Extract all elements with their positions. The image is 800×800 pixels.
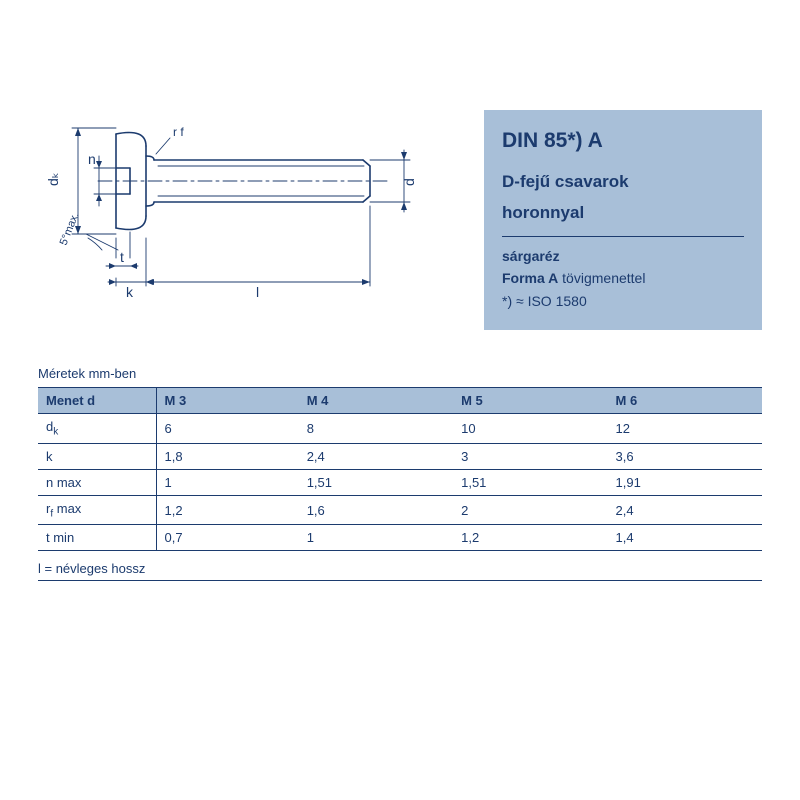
cell: 2,4 (608, 495, 762, 525)
cell: 1,51 (453, 469, 607, 495)
table-row: dk681012 (38, 414, 762, 444)
cell: 1,51 (299, 469, 453, 495)
cell: 12 (608, 414, 762, 444)
col-header-param: Menet d (38, 388, 156, 414)
col-header-size: M 4 (299, 388, 453, 414)
cell: 1,6 (299, 495, 453, 525)
row-label: rf max (38, 495, 156, 525)
cell: 8 (299, 414, 453, 444)
cell: 1,91 (608, 469, 762, 495)
info-panel: DIN 85*) A D-fejű csavarok horonnyal sár… (484, 110, 762, 330)
cell: 0,7 (156, 525, 299, 551)
cell: 1,4 (608, 525, 762, 551)
forma-text: tövigmenettel (558, 270, 645, 286)
row-label: k (38, 443, 156, 469)
title-line1: D-fejű csavarok (502, 168, 744, 195)
col-header-size: M 5 (453, 388, 607, 414)
dim-n: n (88, 151, 96, 167)
table-row: k1,82,433,6 (38, 443, 762, 469)
footnote: l = névleges hossz (38, 561, 762, 576)
dim-rf: r f (173, 125, 184, 139)
cell: 1,2 (156, 495, 299, 525)
table-row: t min0,711,21,4 (38, 525, 762, 551)
dim-l: l (256, 284, 259, 300)
screw-diagram: dₖ n r f 5°max. t k l d (38, 110, 468, 300)
standard-code: DIN 85*) A (502, 124, 744, 158)
col-header-size: M 6 (608, 388, 762, 414)
title-line2: horonnyal (502, 199, 744, 226)
iso-note: *) ≈ ISO 1580 (502, 290, 744, 312)
table-caption: Méretek mm-ben (38, 366, 762, 381)
dim-dk: dₖ (45, 172, 61, 186)
cell: 1,2 (453, 525, 607, 551)
col-header-size: M 3 (156, 388, 299, 414)
cell: 2 (453, 495, 607, 525)
forma-line: Forma A tövigmenettel (502, 267, 744, 289)
footnote-rule (38, 580, 762, 581)
cell: 10 (453, 414, 607, 444)
cell: 2,4 (299, 443, 453, 469)
material: sárgaréz (502, 245, 744, 267)
dim-k: k (126, 284, 134, 300)
table-row: rf max1,21,622,4 (38, 495, 762, 525)
forma-label: Forma A (502, 270, 558, 286)
dim-t: t (120, 249, 124, 265)
row-label: dk (38, 414, 156, 444)
panel-divider (502, 236, 744, 237)
table-header-row: Menet dM 3M 4M 5M 6 (38, 388, 762, 414)
table-row: n max11,511,511,91 (38, 469, 762, 495)
row-label: n max (38, 469, 156, 495)
cell: 1 (299, 525, 453, 551)
cell: 3 (453, 443, 607, 469)
cell: 6 (156, 414, 299, 444)
dimensions-table: Menet dM 3M 4M 5M 6 dk681012k1,82,433,6n… (38, 387, 762, 551)
cell: 1 (156, 469, 299, 495)
row-label: t min (38, 525, 156, 551)
dim-d: d (401, 178, 417, 186)
cell: 3,6 (608, 443, 762, 469)
cell: 1,8 (156, 443, 299, 469)
